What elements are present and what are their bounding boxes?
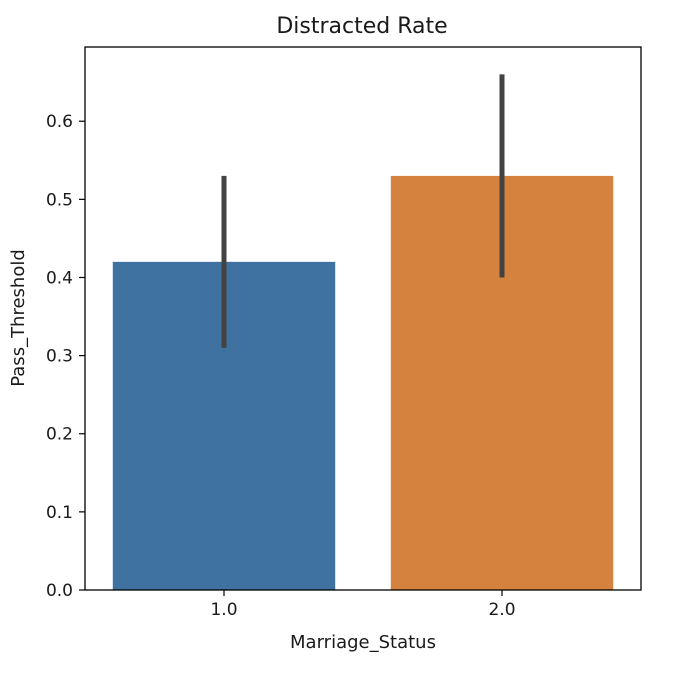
y-axis-ticks: 0.0 0.1 0.2 0.3 0.4 0.5 0.6 [46,112,85,601]
plot-area-frame [84,46,642,591]
y-axis-label: Pass_Threshold [8,249,29,387]
y-tick-label: 0.6 [46,112,73,132]
y-tick-label: 0.1 [46,503,73,523]
y-tick-label: 0.0 [46,581,73,601]
chart-title: Distracted Rate [276,14,447,39]
x-axis-label: Marriage_Status [290,632,436,653]
bars-group [112,175,614,590]
x-tick-label: 1.0 [210,600,237,620]
x-axis-ticks: 1.0 2.0 [210,590,516,620]
error-bars-group [221,74,505,348]
y-tick-label: 0.3 [46,347,73,367]
y-tick-label: 0.4 [46,268,73,288]
y-tick-label: 0.5 [46,190,73,210]
y-tick-label: 0.2 [46,425,73,445]
x-tick-label: 2.0 [488,600,515,620]
